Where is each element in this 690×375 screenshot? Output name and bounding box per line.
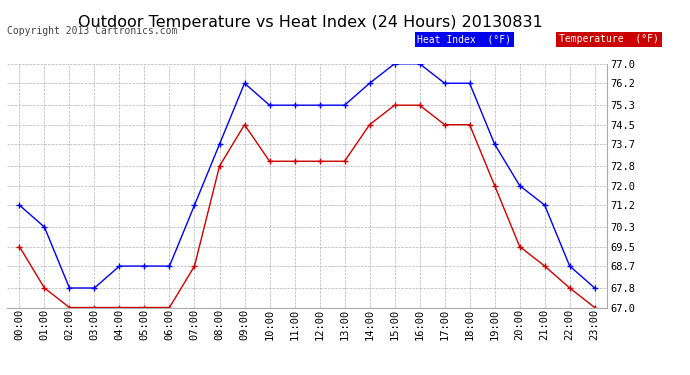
Text: Copyright 2013 Cartronics.com: Copyright 2013 Cartronics.com [7, 26, 177, 36]
Text: Outdoor Temperature vs Heat Index (24 Hours) 20130831: Outdoor Temperature vs Heat Index (24 Ho… [78, 15, 543, 30]
Text: Temperature  (°F): Temperature (°F) [559, 34, 659, 44]
Text: Heat Index  (°F): Heat Index (°F) [417, 34, 511, 44]
